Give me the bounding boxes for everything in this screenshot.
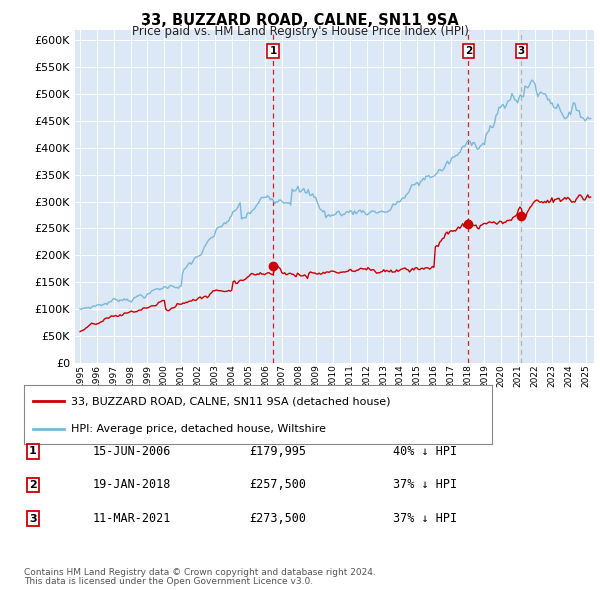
- Text: 3: 3: [518, 46, 525, 56]
- Text: 40% ↓ HPI: 40% ↓ HPI: [393, 445, 457, 458]
- Text: 1: 1: [269, 46, 277, 56]
- Text: 37% ↓ HPI: 37% ↓ HPI: [393, 512, 457, 525]
- Text: £257,500: £257,500: [249, 478, 306, 491]
- Text: 33, BUZZARD ROAD, CALNE, SN11 9SA (detached house): 33, BUZZARD ROAD, CALNE, SN11 9SA (detac…: [71, 396, 391, 406]
- Text: Price paid vs. HM Land Registry's House Price Index (HPI): Price paid vs. HM Land Registry's House …: [131, 25, 469, 38]
- Text: 15-JUN-2006: 15-JUN-2006: [93, 445, 172, 458]
- Text: 37% ↓ HPI: 37% ↓ HPI: [393, 478, 457, 491]
- Text: 2: 2: [465, 46, 472, 56]
- Text: 2: 2: [29, 480, 37, 490]
- Text: 19-JAN-2018: 19-JAN-2018: [93, 478, 172, 491]
- Text: Contains HM Land Registry data © Crown copyright and database right 2024.: Contains HM Land Registry data © Crown c…: [24, 568, 376, 577]
- Text: This data is licensed under the Open Government Licence v3.0.: This data is licensed under the Open Gov…: [24, 578, 313, 586]
- Text: HPI: Average price, detached house, Wiltshire: HPI: Average price, detached house, Wilt…: [71, 424, 326, 434]
- Text: 33, BUZZARD ROAD, CALNE, SN11 9SA: 33, BUZZARD ROAD, CALNE, SN11 9SA: [141, 13, 459, 28]
- Text: 1: 1: [29, 447, 37, 456]
- Text: £179,995: £179,995: [249, 445, 306, 458]
- Text: 3: 3: [29, 514, 37, 523]
- Text: 11-MAR-2021: 11-MAR-2021: [93, 512, 172, 525]
- Text: £273,500: £273,500: [249, 512, 306, 525]
